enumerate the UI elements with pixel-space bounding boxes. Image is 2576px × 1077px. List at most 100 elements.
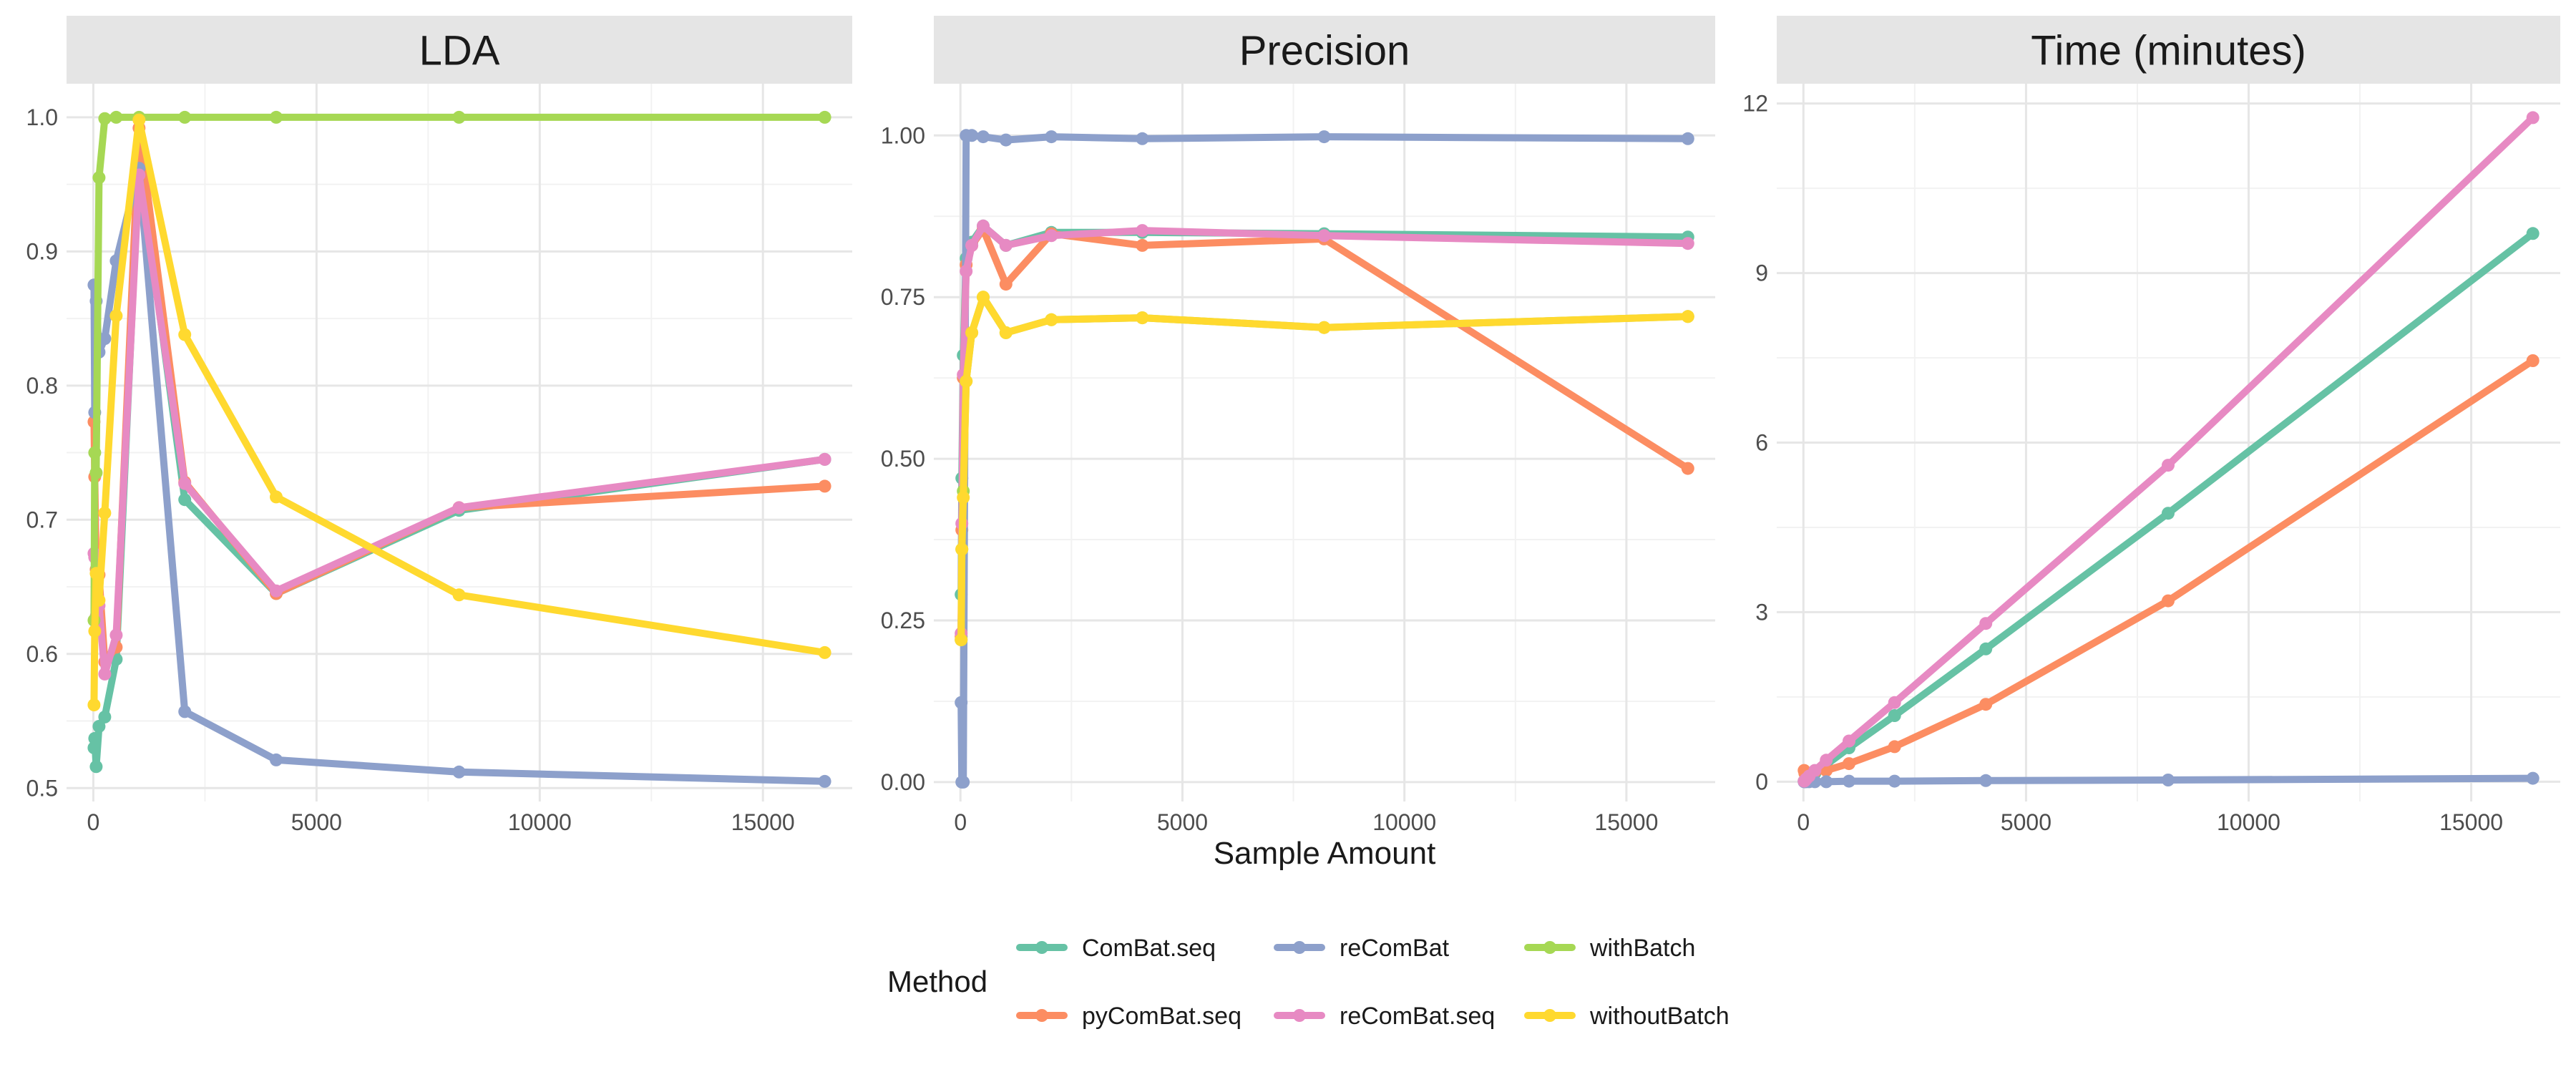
- data-point: [977, 130, 990, 144]
- legend-key-point: [1293, 941, 1306, 954]
- x-tick-label: 0: [1797, 809, 1810, 835]
- data-point: [88, 624, 102, 638]
- series-line: [957, 222, 1692, 638]
- facet-strip: [1777, 16, 2560, 84]
- data-point: [818, 479, 831, 493]
- legend-item-recombat: reComBat: [1274, 935, 1450, 962]
- data-point: [1979, 617, 1993, 630]
- data-point: [1045, 130, 1058, 144]
- data-point: [1045, 229, 1058, 243]
- legend-key-point: [1035, 1009, 1048, 1022]
- data-point: [1979, 698, 1993, 711]
- x-axis-title: Sample Amount: [1214, 836, 1436, 871]
- data-point: [98, 667, 112, 681]
- data-point: [960, 374, 973, 388]
- legend-item-withoutbatch: withoutBatch: [1524, 1003, 1729, 1030]
- legend-key-point: [1293, 1009, 1306, 1022]
- legend-label: reComBat.seq: [1340, 1003, 1495, 1030]
- data-point: [132, 113, 146, 127]
- x-tick-label: 15000: [731, 809, 795, 835]
- data-point: [818, 452, 831, 466]
- facet-strip: [934, 16, 1715, 84]
- data-point: [1979, 774, 1993, 787]
- legend-item-withbatch: withBatch: [1524, 935, 1695, 962]
- data-point: [1317, 321, 1331, 334]
- x-tick-label: 5000: [1157, 809, 1208, 835]
- data-point: [89, 466, 103, 479]
- series-combat-seq: [87, 153, 831, 774]
- facet-panel-precision: Precision 0 5000 10000 15000 0.00 0.25 0.50 0.75…: [881, 16, 1715, 835]
- data-point: [270, 584, 283, 598]
- grid: [1777, 84, 2560, 801]
- data-point: [977, 291, 990, 304]
- legend-key-point: [1543, 1009, 1556, 1022]
- data-point: [98, 710, 112, 723]
- data-point: [89, 567, 103, 580]
- grid: [67, 84, 852, 801]
- x-tick-label: 15000: [1594, 809, 1658, 835]
- y-tick-label: 3: [1755, 599, 1768, 625]
- x-tick-label: 0: [954, 809, 967, 835]
- series-line: [957, 293, 1692, 644]
- y-tick-label: 1.00: [881, 122, 925, 148]
- data-point: [92, 593, 106, 607]
- y-tick-label: 0.6: [26, 641, 58, 667]
- data-point: [1808, 764, 1822, 777]
- legend-label: reComBat: [1340, 935, 1450, 962]
- data-point: [1317, 229, 1331, 243]
- series-withoutbatch: [87, 113, 831, 711]
- data-point: [960, 265, 973, 278]
- series-line: [90, 124, 829, 666]
- legend-key-point: [1543, 941, 1556, 954]
- series-line: [90, 116, 829, 708]
- data-point: [270, 110, 283, 124]
- data-point: [1979, 642, 1993, 656]
- x-tick-label: 15000: [2439, 809, 2503, 835]
- data-point: [2162, 774, 2175, 786]
- data-point: [452, 501, 466, 515]
- data-point: [1888, 709, 1901, 722]
- series-withoutbatch: [955, 291, 1694, 647]
- legend-label: withBatch: [1589, 935, 1695, 962]
- series-recombat-seq: [1797, 111, 2540, 788]
- data-point: [178, 477, 192, 490]
- data-point: [2526, 771, 2540, 785]
- y-tick-label: 0.5: [26, 775, 58, 801]
- facet-title: Precision: [1239, 28, 1410, 74]
- y-tick-label: 0.75: [881, 284, 925, 310]
- data-point: [1820, 775, 1833, 789]
- y-tick-label: 0.50: [881, 446, 925, 472]
- data-point: [1136, 311, 1149, 325]
- x-tick-label: 10000: [1372, 809, 1436, 835]
- data-point: [88, 731, 102, 745]
- series-pycombat-seq: [955, 223, 1694, 643]
- legend-label: pyComBat.seq: [1082, 1003, 1241, 1030]
- data-point: [98, 112, 112, 125]
- facet-title: Time (minutes): [2031, 28, 2306, 74]
- y-tick-label: 0.00: [881, 769, 925, 795]
- data-point: [999, 133, 1013, 147]
- data-point: [965, 238, 979, 252]
- data-point: [2526, 354, 2540, 367]
- data-point: [87, 698, 101, 711]
- data-point: [109, 309, 123, 323]
- data-point: [2162, 459, 2175, 472]
- data-point: [818, 645, 831, 659]
- data-point: [818, 774, 831, 788]
- legend-item-combat-seq: ComBat.seq: [1016, 935, 1216, 962]
- legend: Method ComBat.seq pyComBat.seq reComBat reCo…: [887, 935, 1729, 1030]
- data-point: [1888, 740, 1901, 754]
- data-point: [1843, 774, 1855, 788]
- data-point: [1136, 238, 1149, 252]
- facet-strip: [67, 16, 852, 84]
- y-tick-label: 0.9: [26, 238, 58, 264]
- data-point: [1136, 224, 1149, 238]
- legend-label: ComBat.seq: [1082, 935, 1216, 962]
- series-recombat-seq: [955, 219, 1694, 640]
- series-combat-seq: [955, 219, 1694, 601]
- series-line: [1800, 357, 2537, 779]
- data-point: [87, 741, 101, 754]
- data-point: [1045, 313, 1058, 326]
- data-point: [98, 332, 112, 346]
